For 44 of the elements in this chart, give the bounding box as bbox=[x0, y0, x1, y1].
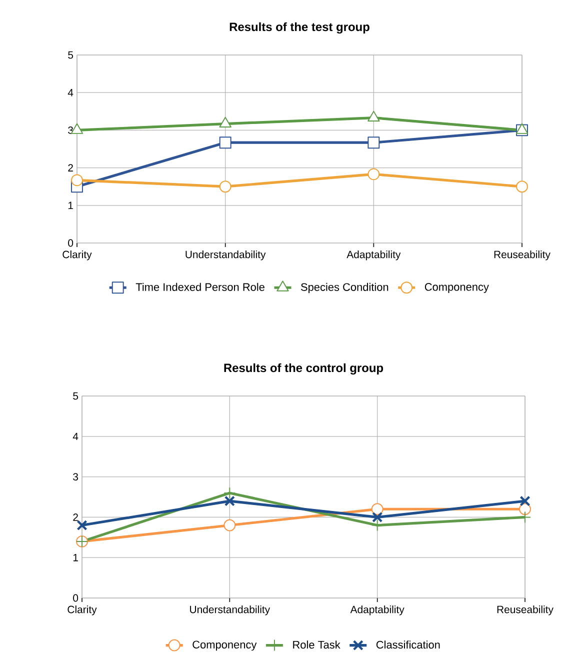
point bbox=[371, 503, 384, 516]
x-tick-label: Clarity bbox=[62, 250, 92, 260]
chart-title: Results of the control group bbox=[224, 363, 384, 375]
chart-title: Results of the test group bbox=[230, 22, 370, 34]
y-tick-label: 4 bbox=[68, 89, 74, 96]
legend-label: Classification bbox=[376, 640, 440, 649]
point bbox=[368, 168, 380, 180]
point bbox=[71, 174, 83, 186]
point bbox=[368, 110, 380, 122]
point bbox=[219, 136, 232, 149]
x-tick-label: Reuseability bbox=[497, 606, 554, 616]
point bbox=[368, 136, 380, 149]
y-tick-label: 0 bbox=[73, 594, 78, 602]
point bbox=[224, 519, 236, 532]
x-tick-label: Adaptability bbox=[350, 606, 404, 616]
point bbox=[519, 503, 531, 516]
point bbox=[516, 123, 528, 134]
y-tick-label: 1 bbox=[68, 202, 73, 209]
point bbox=[224, 486, 236, 499]
point bbox=[76, 520, 88, 531]
y-tick-label: 4 bbox=[72, 432, 78, 440]
x-tick-label: Reuseability bbox=[494, 250, 550, 260]
point bbox=[219, 116, 232, 128]
x-tick-label: Clarity bbox=[68, 606, 97, 616]
y-tick-label: 3 bbox=[73, 473, 78, 481]
y-tick-label: 5 bbox=[68, 51, 74, 59]
y-tick-label: 5 bbox=[73, 392, 78, 400]
x-tick-label: Understandability bbox=[186, 250, 266, 260]
point bbox=[372, 512, 383, 523]
point bbox=[520, 496, 530, 506]
y-tick-label: 1 bbox=[73, 554, 78, 562]
legend-label: Species Condition bbox=[301, 282, 388, 294]
y-tick-label: 2 bbox=[68, 164, 73, 172]
point bbox=[224, 496, 235, 506]
legend-label: Role Task bbox=[293, 640, 340, 649]
legend-label: Time Indexed Person Role bbox=[136, 282, 264, 291]
x-tick-label: Understandability bbox=[190, 606, 270, 616]
legend-label: Componency bbox=[192, 640, 257, 651]
y-tick-label: 0 bbox=[68, 239, 74, 247]
legend-label: Componency bbox=[424, 283, 489, 293]
point bbox=[516, 180, 528, 193]
point bbox=[219, 180, 232, 193]
x-tick-label: Adaptability bbox=[346, 250, 401, 260]
y-tick-label: 2 bbox=[73, 514, 78, 521]
